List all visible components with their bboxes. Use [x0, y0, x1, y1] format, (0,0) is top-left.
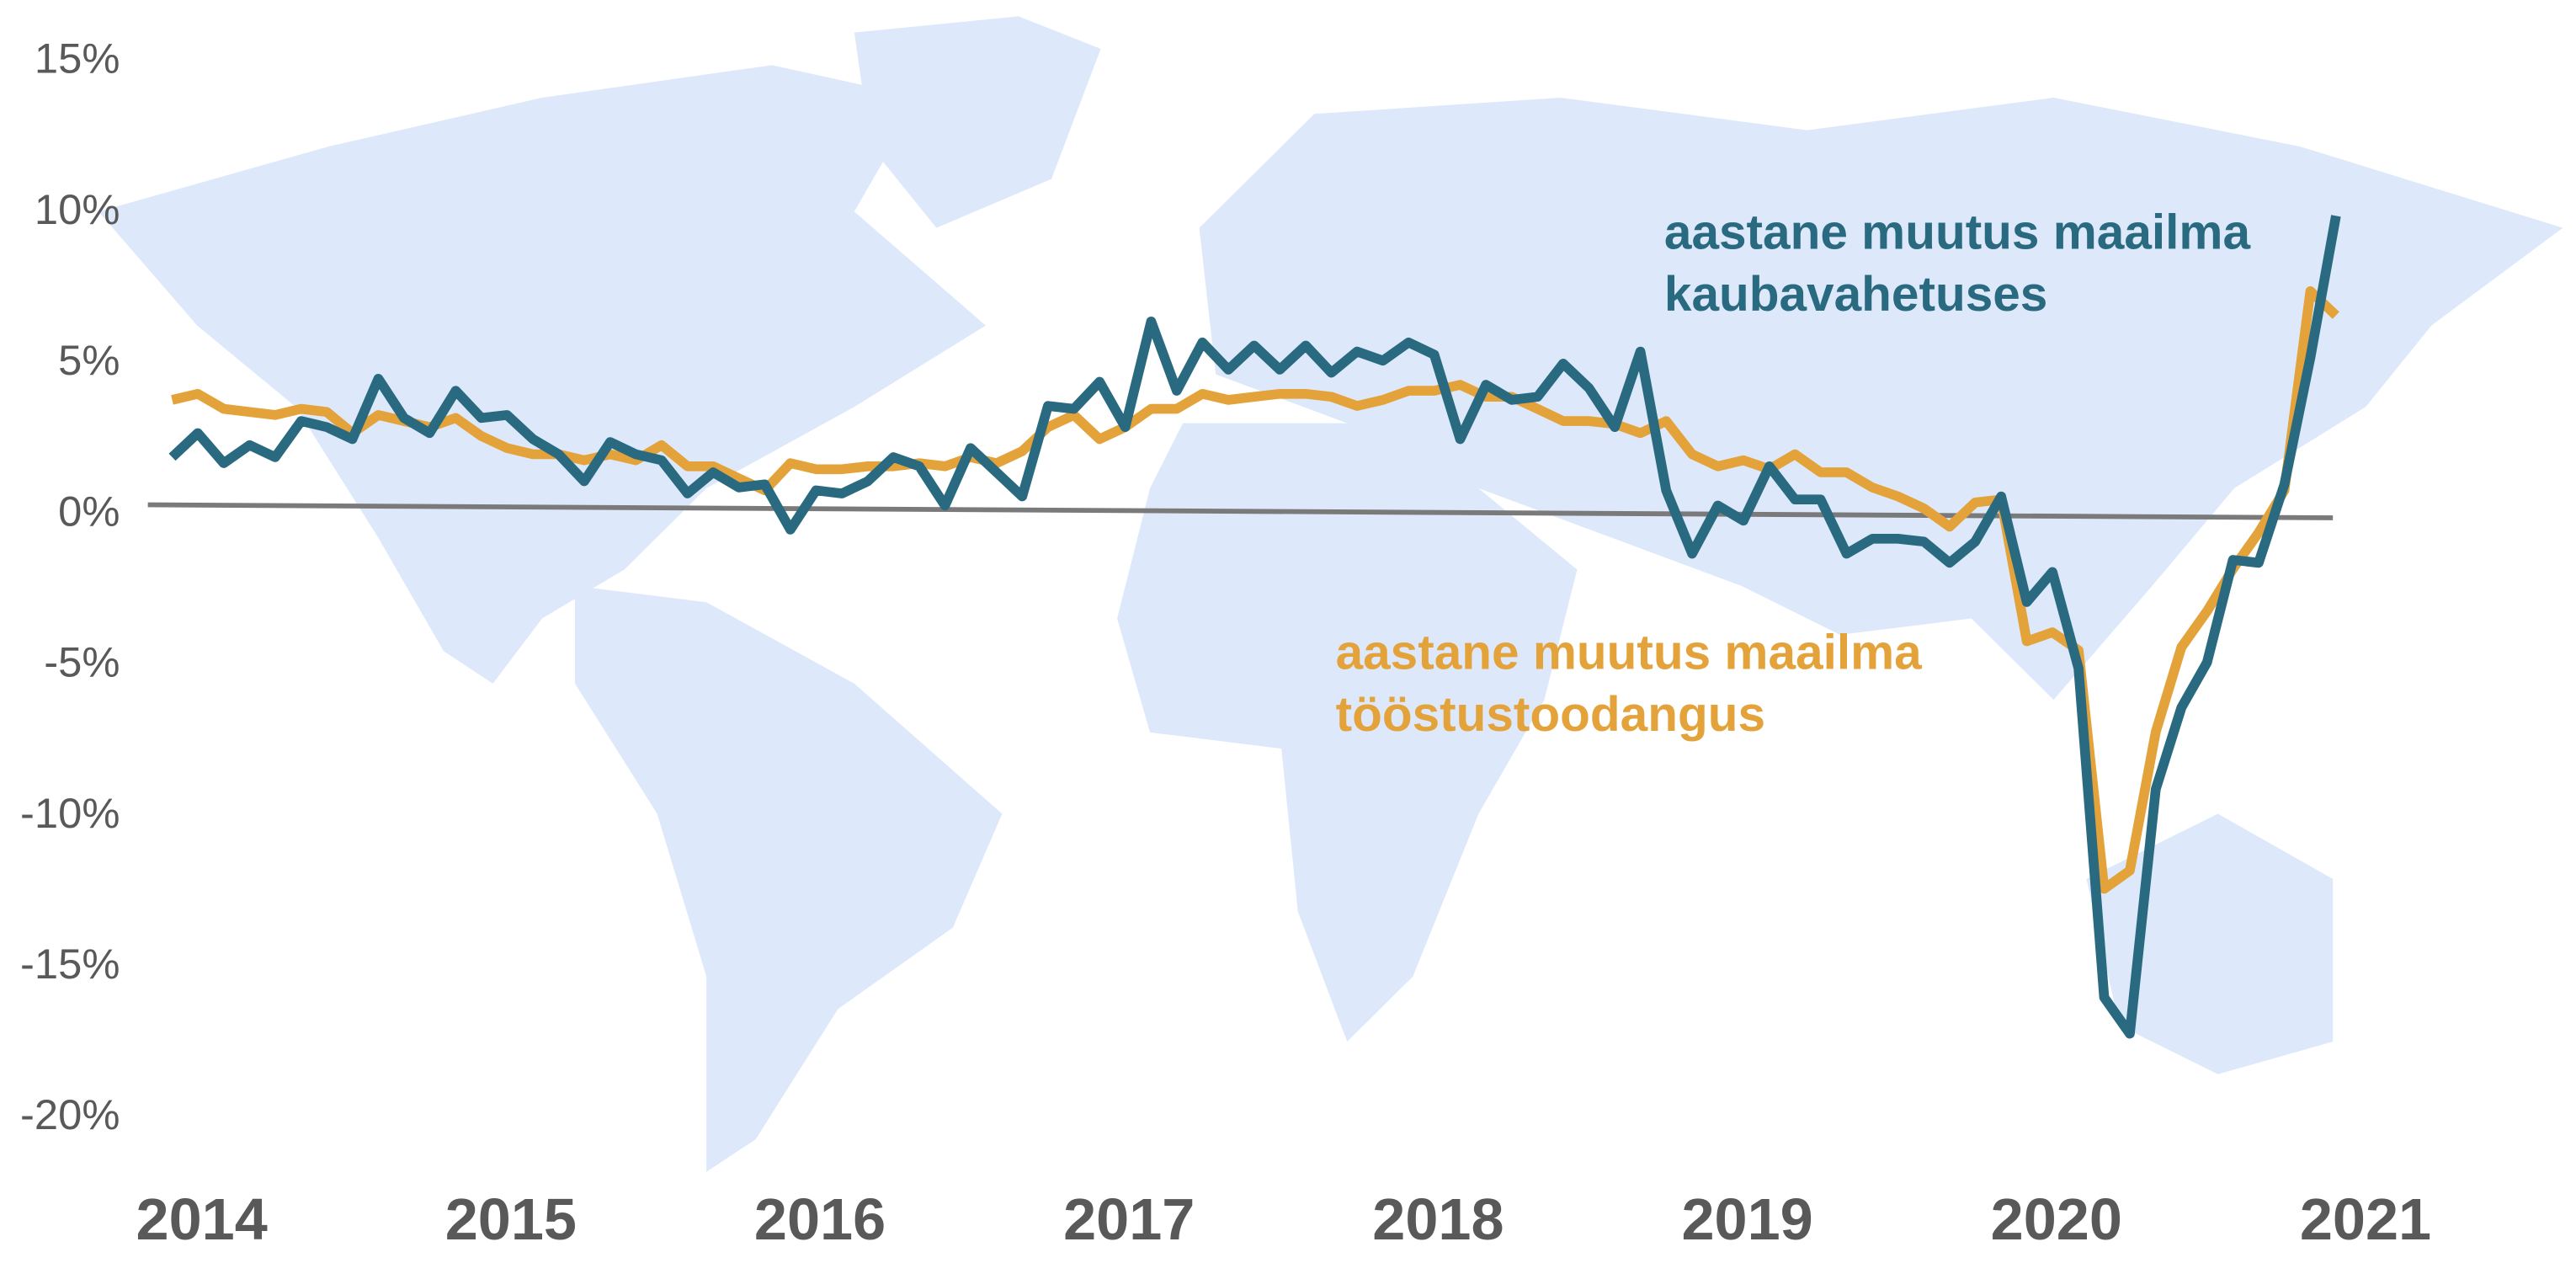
annotation-trade: aastane muutus maailma [1664, 205, 2251, 260]
y-tick-label: 15% [35, 35, 120, 83]
zero-line [147, 502, 2334, 520]
annotation-industry: aastane muutus maailma [1336, 626, 1923, 680]
x-tick-label: 2014 [136, 1186, 268, 1252]
annotation-industry: tööstustoodangus [1336, 687, 1765, 742]
series-line [171, 286, 2339, 894]
x-tick-label: 2016 [754, 1186, 886, 1252]
y-tick-label: -10% [20, 789, 120, 837]
series-line [168, 215, 2341, 1039]
annotation-trade: kaubavahetuses [1664, 267, 2047, 322]
x-tick-label: 2019 [1681, 1186, 1812, 1252]
y-tick-label: 10% [35, 185, 120, 233]
y-tick-label: -5% [44, 638, 120, 686]
x-tick-label: 2017 [1063, 1186, 1195, 1252]
x-tick-label: 2021 [2300, 1186, 2431, 1252]
x-tick-label: 2020 [1991, 1186, 2122, 1252]
x-tick-label: 2015 [445, 1186, 577, 1252]
y-tick-label: -20% [20, 1090, 120, 1138]
y-tick-label: 5% [58, 336, 120, 384]
y-tick-label: 0% [58, 488, 120, 536]
x-tick-label: 2018 [1372, 1186, 1504, 1252]
world-map-background [98, 16, 2563, 1172]
y-tick-label: -15% [20, 940, 120, 988]
